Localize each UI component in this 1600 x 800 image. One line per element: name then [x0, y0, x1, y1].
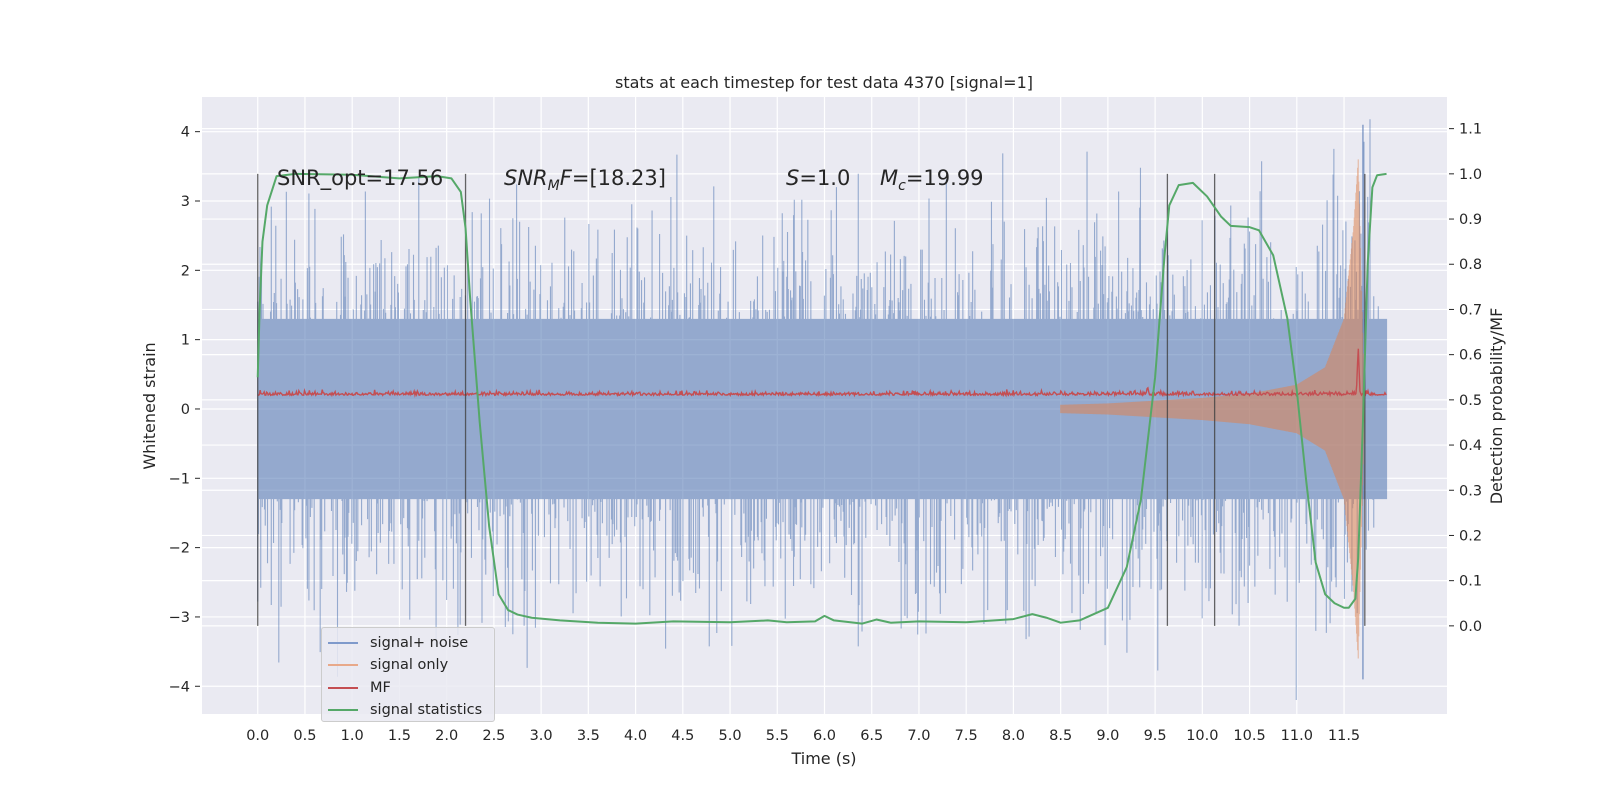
- x-tick-label: 0.5: [293, 728, 316, 744]
- x-tick-label: 2.5: [482, 728, 505, 744]
- y-right-tick-label: 0.7: [1459, 302, 1482, 318]
- y-right-tick-labels: 1.1 1.0 0.9 0.8 0.7 0.6 0.5 0.4 0.3 0.2 0.1 0.0: [1459, 122, 1482, 635]
- y-axis-label-right: Detection probability/MF: [1487, 308, 1506, 505]
- y-right-tick-label: 0.2: [1459, 528, 1482, 544]
- x-tick-label: 6.0: [813, 728, 836, 744]
- x-tick-label: 4.5: [671, 728, 694, 744]
- y-right-tick-label: 0.1: [1459, 574, 1482, 590]
- mf-trace: [257, 348, 1387, 398]
- y-tick-label: 0: [181, 402, 190, 418]
- signal-only-trace: [1060, 159, 1365, 659]
- x-tick-label: 6.5: [860, 728, 883, 744]
- y-tick-label: −3: [169, 610, 190, 626]
- legend-item-mf: MF: [322, 678, 496, 698]
- x-tick-label: 11.5: [1328, 728, 1360, 744]
- x-tick-label: 7.0: [907, 728, 930, 744]
- legend-swatch: [328, 687, 358, 689]
- y-right-tick-label: 0.4: [1459, 438, 1482, 454]
- y-right-tick-label: 0.8: [1459, 257, 1482, 273]
- legend-item-signal-only: signal only: [322, 655, 496, 675]
- mf-series: [257, 348, 1387, 398]
- y-right-tick-label: 1.1: [1459, 122, 1482, 138]
- annotation-snr-mf-value: =: [572, 166, 590, 190]
- y-right-tick-label: 0.3: [1459, 483, 1482, 499]
- x-tick-label: 10.0: [1186, 728, 1218, 744]
- x-tick-label: 10.5: [1233, 728, 1265, 744]
- legend-swatch: [328, 709, 358, 711]
- y-right-tick-label: 0.5: [1459, 393, 1482, 409]
- x-tick-label: 1.0: [341, 728, 364, 744]
- chart-title: stats at each timestep for test data 437…: [615, 73, 1033, 92]
- legend: signal+ noise signal only MF signal stat…: [321, 627, 495, 722]
- legend-label: MF: [370, 680, 391, 696]
- y-tick-label: 4: [181, 125, 190, 141]
- annotation-s: S=1.0: [786, 166, 850, 190]
- y-tick-label: −1: [169, 471, 190, 487]
- annotation-snr-opt: SNR_opt=17.56: [277, 166, 443, 191]
- x-tick-label: 4.0: [624, 728, 647, 744]
- y-axis-label-left: Whitened strain: [140, 342, 159, 469]
- y-tick-label: 3: [181, 194, 190, 210]
- x-tick-label: 1.5: [388, 728, 411, 744]
- vertical-markers: [257, 173, 1366, 626]
- x-axis-label: Time (s): [790, 749, 856, 768]
- y-tick-label: −2: [169, 541, 190, 557]
- signal-only-series: [1060, 159, 1365, 659]
- signal-statistics-trace: [256, 172, 1387, 625]
- y-tick-label: 1: [181, 333, 190, 349]
- x-tick-labels: 0.0 0.5 1.0 1.5 2.0 2.5 3.0 3.5 4.0 4.5 5.0 5.5 6.0 6…: [246, 728, 1360, 744]
- x-tick-label: 9.5: [1144, 728, 1167, 744]
- x-tick-label: 11.0: [1281, 728, 1313, 744]
- legend-label: signal+ noise: [370, 635, 469, 651]
- x-tick-label: 3.5: [577, 728, 600, 744]
- x-tick-label: 5.0: [719, 728, 742, 744]
- x-tick-label: 3.0: [530, 728, 553, 744]
- signal-statistics-series: [256, 172, 1387, 625]
- legend-item-signal-statistics: signal statistics: [322, 700, 496, 720]
- x-tick-label: 0.0: [246, 728, 269, 744]
- x-tick-label: 9.0: [1096, 728, 1119, 744]
- y-right-tick-label: 1.0: [1459, 167, 1482, 183]
- annotation-snr-mf: SNRMF=[18.23]: [504, 166, 666, 194]
- y-tick-label: 2: [181, 263, 190, 279]
- y-right-tick-label: 0.0: [1459, 619, 1482, 635]
- annotation-mc: Mc=19.99: [880, 166, 984, 194]
- legend-swatch: [328, 642, 358, 644]
- legend-item-signal-noise: signal+ noise: [322, 633, 496, 653]
- legend-label: signal only: [370, 657, 449, 673]
- legend-label: signal statistics: [370, 702, 483, 718]
- x-tick-label: 5.5: [766, 728, 789, 744]
- y-left-tick-labels: 4 3 2 1 0 −1 −2 −3 −4: [169, 125, 190, 696]
- y-right-tick-label: 0.6: [1459, 348, 1482, 364]
- y-tick-label: −4: [169, 679, 190, 695]
- x-tick-label: 2.0: [435, 728, 458, 744]
- legend-swatch: [328, 664, 358, 666]
- y-right-tick-label: 0.9: [1459, 212, 1482, 228]
- x-tick-label: 8.5: [1049, 728, 1072, 744]
- x-tick-label: 7.5: [955, 728, 978, 744]
- x-tick-label: 8.0: [1002, 728, 1025, 744]
